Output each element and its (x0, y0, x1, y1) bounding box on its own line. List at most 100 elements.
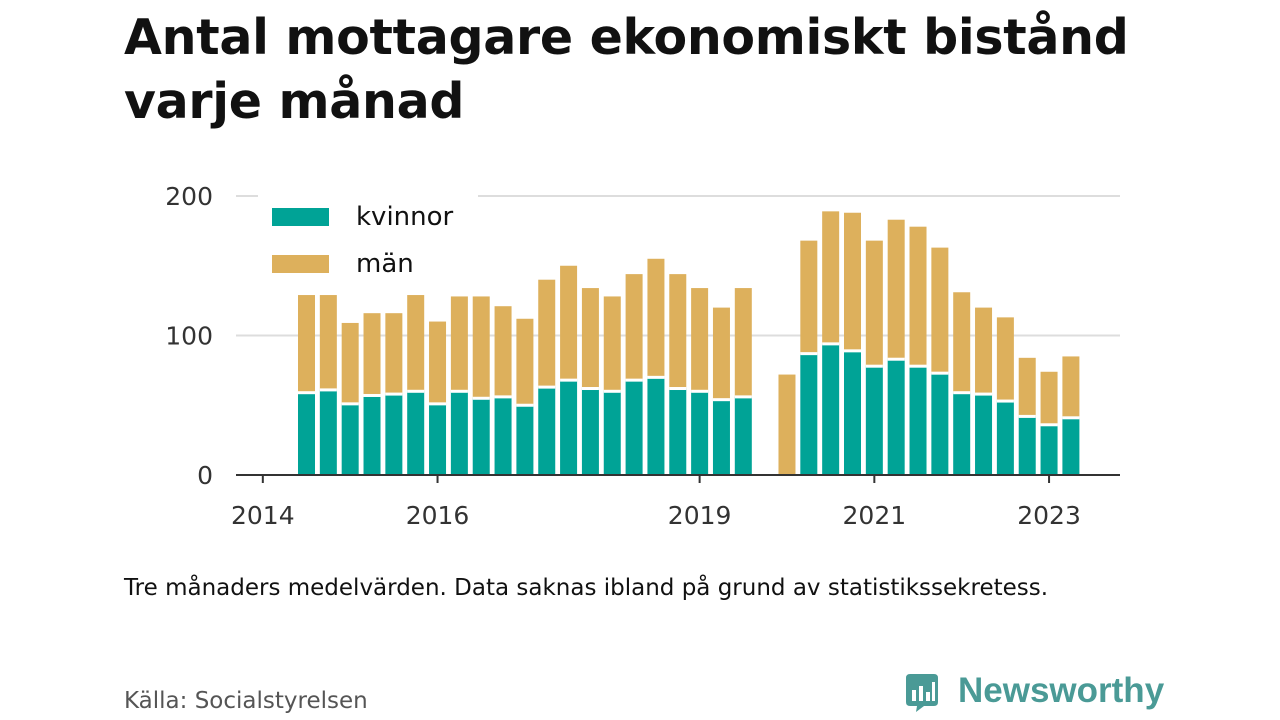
bar-man (363, 313, 381, 396)
bar-man (516, 318, 534, 406)
bar-man (647, 258, 665, 378)
bar-kvinnor (494, 396, 512, 475)
bar-man (472, 296, 490, 399)
bar-kvinnor (865, 366, 883, 475)
legend-label: kvinnor (356, 202, 454, 232)
y-tick-label: 100 (165, 322, 213, 351)
bar-man (429, 321, 447, 404)
chart-title: Antal mottagare ekonomiskt bistånd varje… (124, 9, 1129, 130)
bar-man (538, 279, 556, 388)
bar-kvinnor (1062, 417, 1080, 475)
bar-kvinnor (450, 391, 468, 475)
bar-kvinnor (341, 403, 359, 475)
x-tick-label: 2023 (1017, 501, 1081, 530)
bar-man (887, 219, 905, 360)
bar-man (1062, 356, 1080, 418)
bar-separator (844, 349, 861, 353)
bar-man (909, 226, 927, 367)
bar-separator (450, 389, 468, 393)
source-text: Källa: Socialstyrelsen (124, 688, 368, 714)
bar-man (712, 307, 730, 400)
bar-separator (1040, 423, 1058, 427)
bar-separator (581, 387, 599, 391)
bar-kvinnor (603, 391, 621, 475)
bar-separator (734, 395, 752, 399)
bar-man (691, 288, 709, 392)
bar-separator (298, 391, 315, 395)
bar-separator (1062, 416, 1080, 420)
bar-man (953, 292, 971, 393)
bar-kvinnor (887, 359, 905, 475)
bar-separator (341, 402, 359, 406)
bar-kvinnor (429, 403, 447, 475)
bar-kvinnor (844, 350, 861, 475)
bar-separator (516, 403, 534, 407)
bar-separator (887, 357, 905, 361)
bar-kvinnor (800, 353, 818, 475)
bar-man (734, 288, 752, 397)
legend-swatch (272, 208, 329, 226)
bar-kvinnor (516, 405, 534, 475)
bar-kvinnor (996, 401, 1014, 475)
bar-kvinnor (647, 377, 665, 475)
bar-separator (538, 385, 556, 389)
bar-man (603, 296, 621, 392)
brand-logo: Newsworthy (900, 670, 1164, 714)
bar-separator (822, 342, 840, 346)
chart: 0 100 200 2014 2016 2019 2021 2023 kvinnor män (165, 182, 1120, 530)
bar-man (319, 295, 337, 390)
bar-separator (494, 395, 512, 399)
bar-separator (669, 387, 687, 391)
bar-separator (712, 398, 730, 402)
bar-kvinnor (538, 387, 556, 475)
bar-separator (1018, 414, 1036, 418)
bar-man (450, 296, 468, 392)
legend-swatch (272, 255, 329, 273)
bar-man (996, 317, 1014, 402)
bar-separator (865, 364, 883, 368)
bar-kvinnor (734, 396, 752, 475)
bar-man (1018, 357, 1036, 417)
bar-kvinnor (363, 395, 381, 475)
bar-kvinnor (407, 391, 425, 475)
chart-note: Tre månaders medelvärden. Data saknas ib… (124, 575, 1049, 601)
bar-kvinnor (385, 394, 403, 475)
bar-separator (560, 378, 578, 382)
bar-separator (385, 392, 403, 396)
bar-man (298, 295, 315, 393)
bar-separator (691, 389, 709, 393)
bar-man (625, 274, 643, 381)
bar-man (865, 240, 883, 367)
bar-man (669, 274, 687, 389)
x-tick-label: 2014 (231, 501, 295, 530)
y-tick-label: 200 (165, 182, 213, 211)
bar-separator (800, 352, 818, 356)
bar-chart-icon (906, 674, 938, 712)
bar-kvinnor (822, 343, 840, 475)
bar-separator (407, 389, 425, 393)
bar-man (822, 211, 840, 344)
bar-man (844, 212, 861, 351)
bar-kvinnor (298, 392, 315, 475)
bar-separator (975, 392, 993, 396)
bar-man (778, 374, 796, 475)
bar-separator (625, 378, 643, 382)
bar-man (341, 322, 359, 404)
bar-kvinnor (625, 380, 643, 475)
bar-separator (647, 375, 665, 379)
bar-separator (909, 364, 927, 368)
bar-separator (472, 396, 490, 400)
bar-man (931, 247, 949, 374)
y-tick-label: 0 (197, 461, 213, 490)
bar-man (800, 240, 818, 354)
bar-kvinnor (472, 398, 490, 475)
bar-kvinnor (1040, 424, 1058, 475)
bar-separator (953, 391, 971, 395)
bar-man (581, 288, 599, 389)
bar-separator (319, 388, 337, 392)
bar-man (407, 295, 425, 392)
bar-separator (603, 389, 621, 393)
bar-kvinnor (1018, 416, 1036, 475)
bar-man (385, 313, 403, 395)
bar-kvinnor (560, 380, 578, 475)
